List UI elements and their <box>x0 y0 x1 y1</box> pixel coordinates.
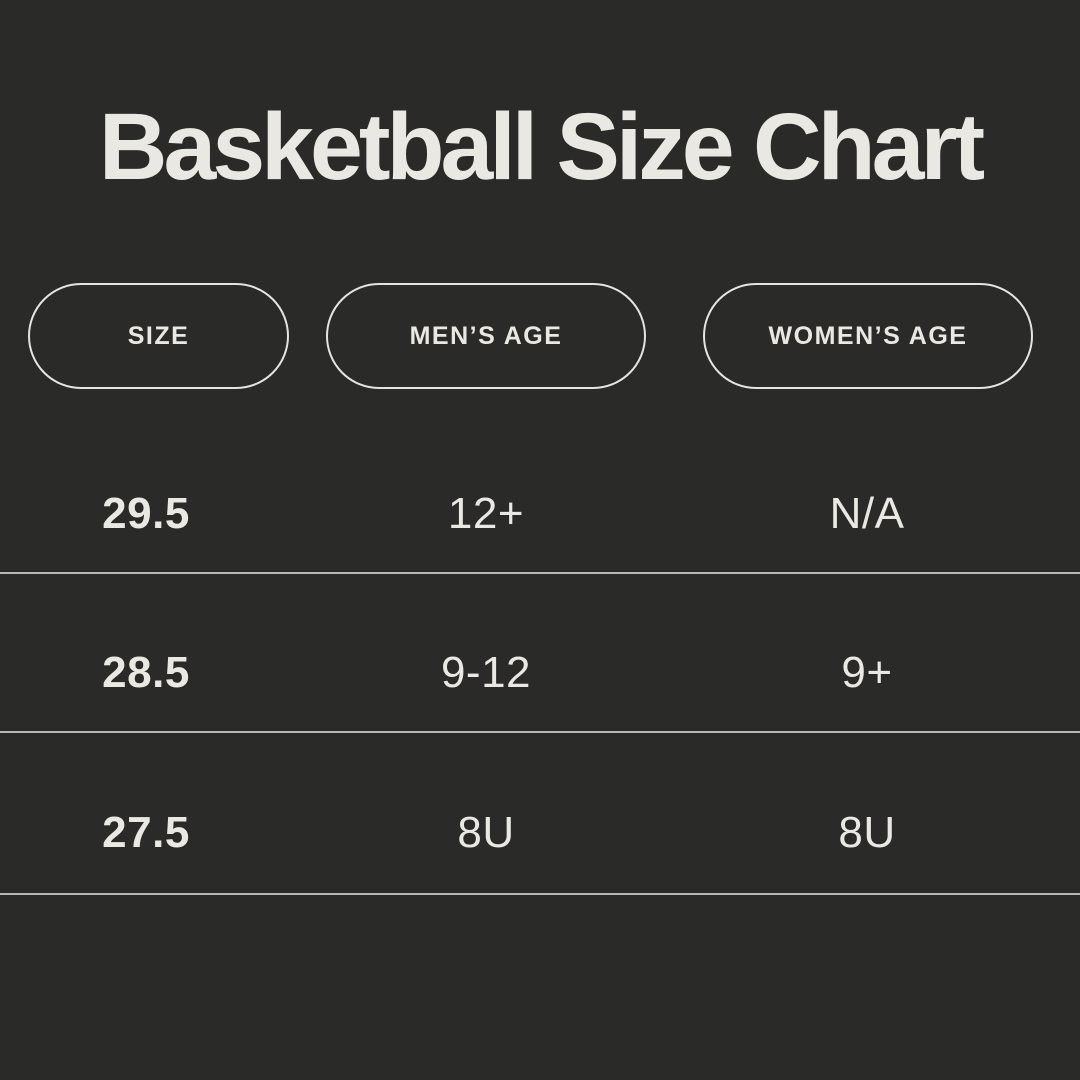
column-header-womens-age: WOMEN’S AGE <box>703 283 1033 389</box>
page-title: Basketball Size Chart <box>98 94 985 200</box>
table-body: 29.5 12+ N/A 28.5 9-12 9+ 27.5 8U 8U <box>0 415 1080 895</box>
cell-mens-age: 9-12 <box>440 647 532 697</box>
column-header-mens-age-label: MEN’S AGE <box>409 321 563 350</box>
cell-womens-age: N/A <box>829 488 905 538</box>
cell-womens-age: 9+ <box>841 647 893 697</box>
cell-mens-age: 8U <box>457 808 515 857</box>
column-header-size-label: SIZE <box>127 321 190 350</box>
cell-size: 28.5 <box>102 647 190 697</box>
table-row: 28.5 9-12 9+ <box>0 574 1080 733</box>
table-row: 29.5 12+ N/A <box>0 415 1080 574</box>
cell-womens-age: 8U <box>838 808 896 857</box>
column-header-womens-age-label: WOMEN’S AGE <box>768 321 968 350</box>
cell-mens-age: 12+ <box>447 488 525 538</box>
cell-size: 29.5 <box>102 488 190 538</box>
column-header-mens-age: MEN’S AGE <box>326 283 646 389</box>
table-row: 27.5 8U 8U <box>0 733 1080 895</box>
column-header-size: SIZE <box>28 283 289 389</box>
cell-size: 27.5 <box>102 808 190 857</box>
